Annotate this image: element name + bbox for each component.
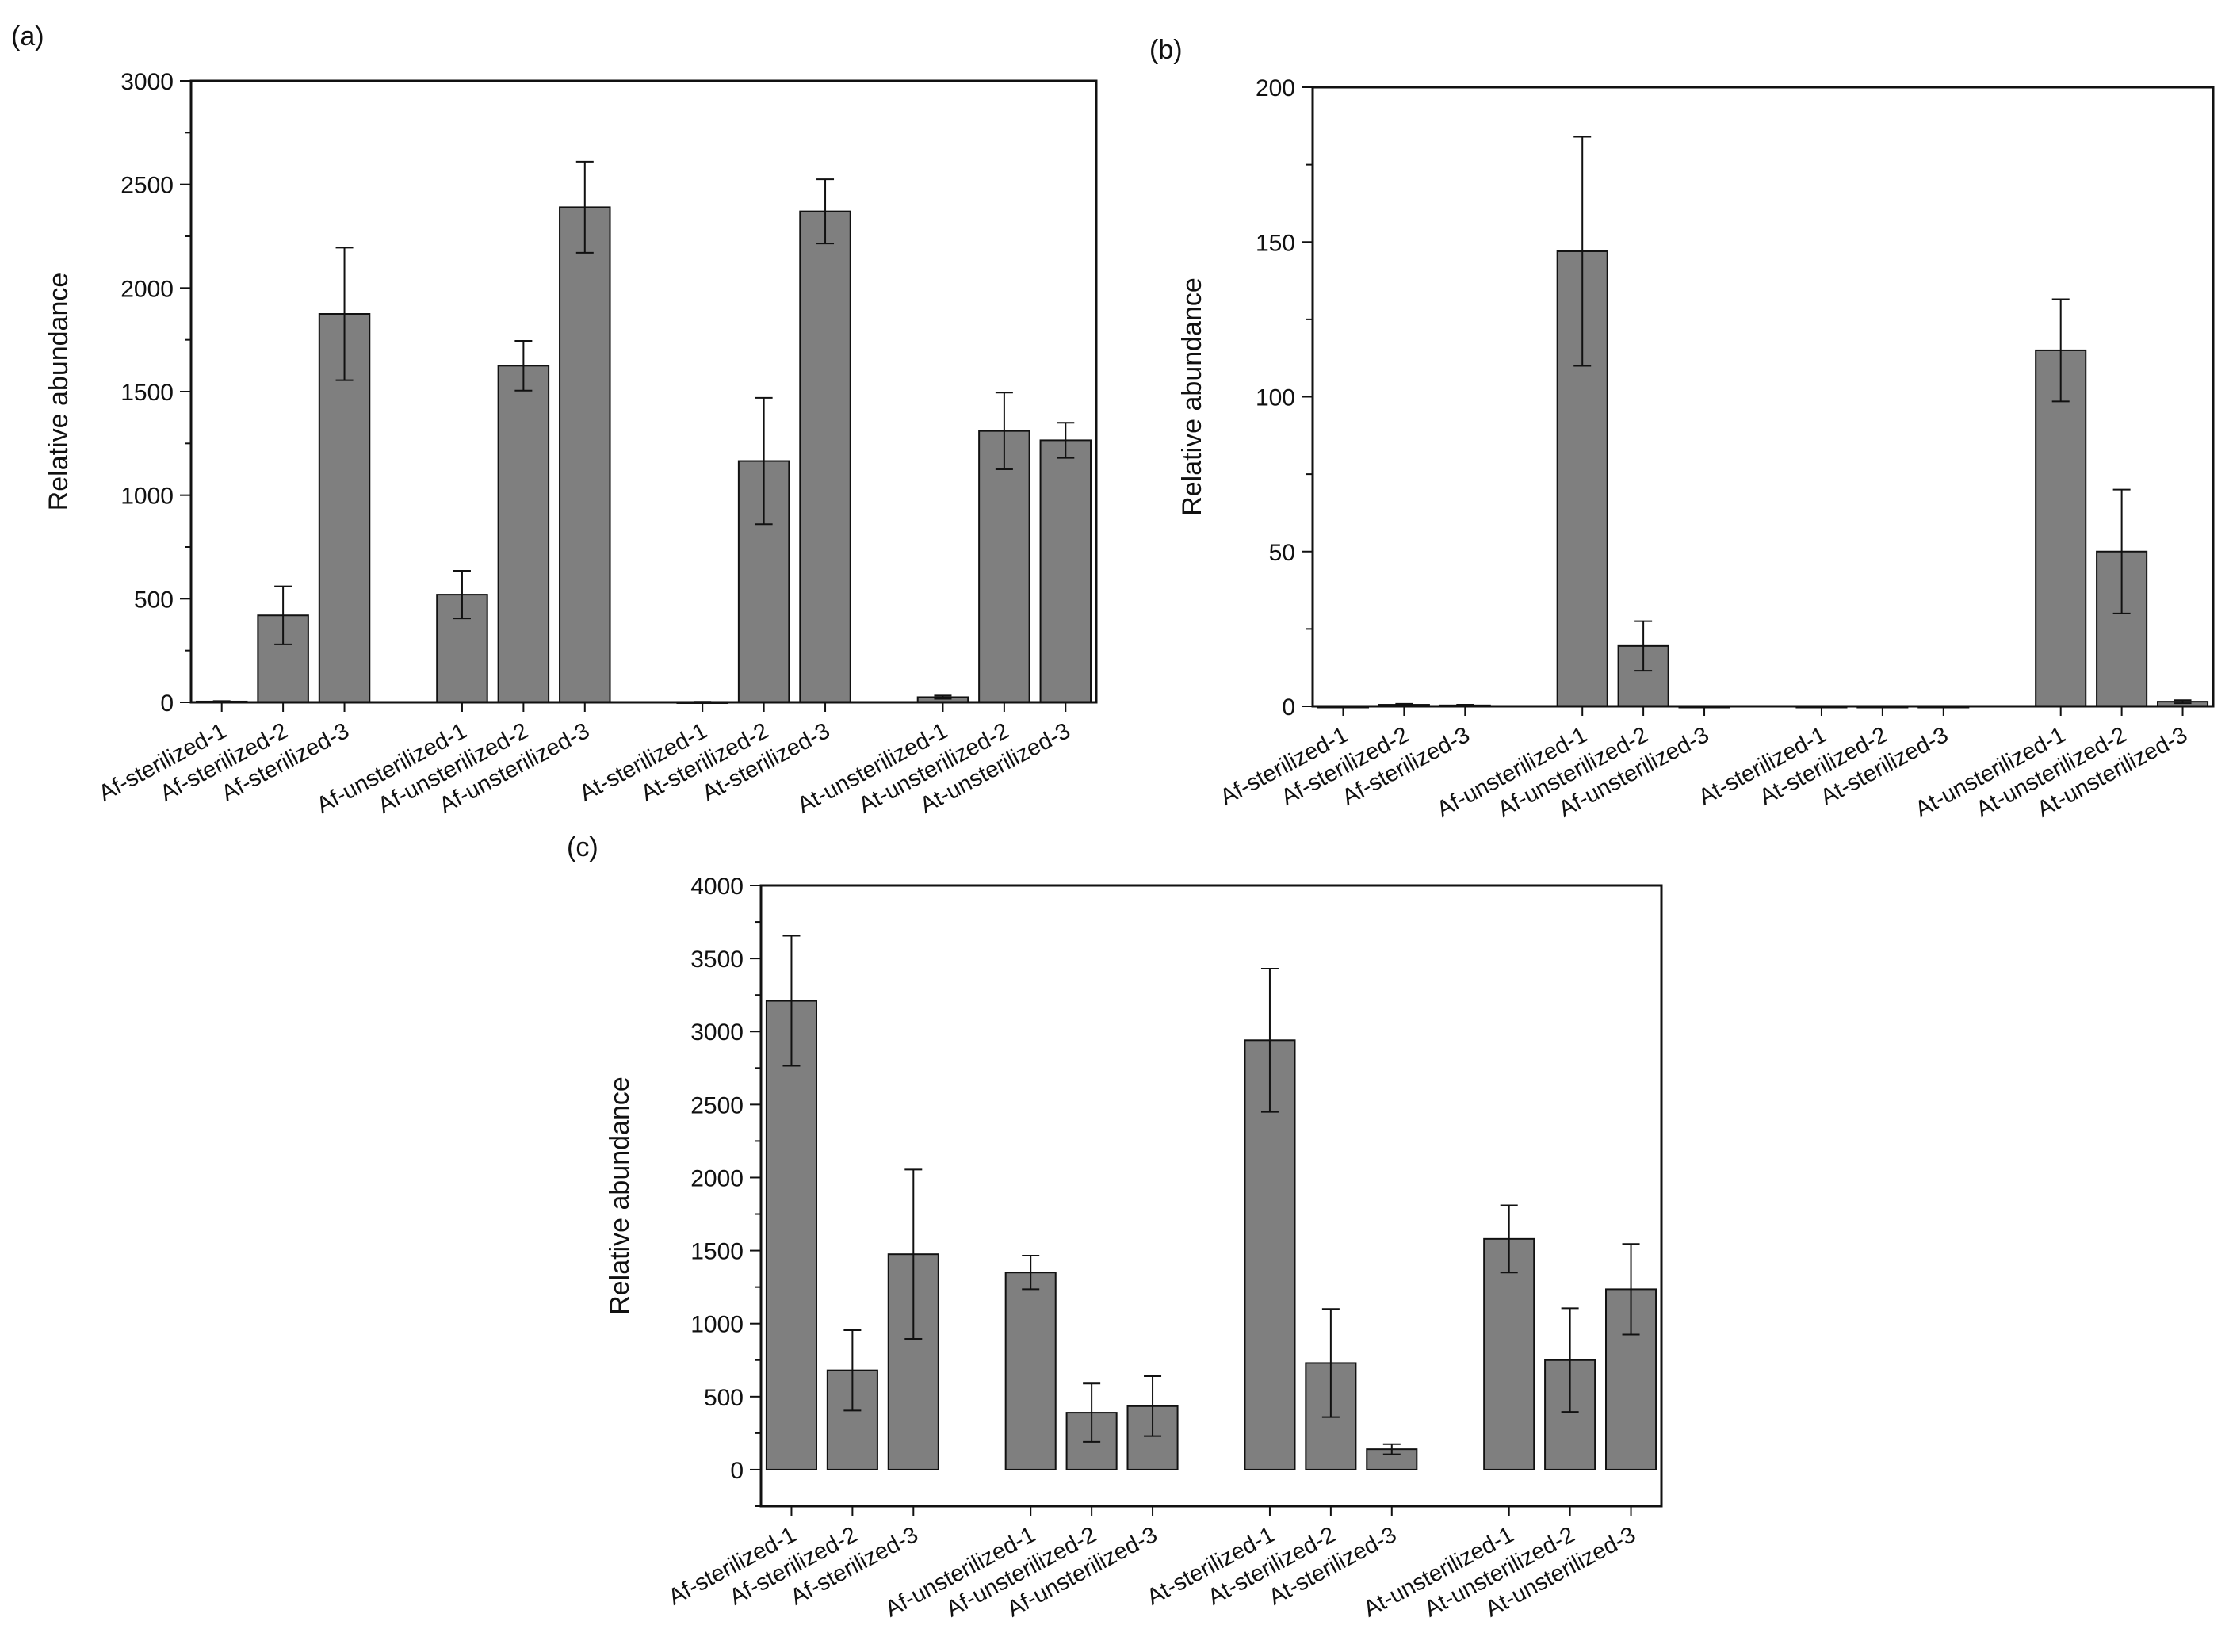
y-tick-label: 0 [730, 1458, 744, 1484]
bar [1004, 1272, 1057, 1470]
y-tick-label: 2500 [690, 1092, 744, 1119]
bar [1039, 439, 1092, 703]
panel-c-y-axis-label: Relative abundance [605, 1076, 635, 1315]
bar [765, 1000, 817, 1470]
panel-a-label: (a) [11, 21, 44, 52]
bar [978, 430, 1030, 703]
panel-a-y-axis-label: Relative abundance [44, 273, 74, 511]
y-tick-label: 3000 [120, 69, 174, 95]
y-tick-label: 200 [1256, 75, 1295, 101]
bar [559, 206, 611, 703]
y-tick-label: 1500 [120, 380, 174, 406]
y-tick-label: 2000 [120, 276, 174, 302]
y-tick-label: 100 [1256, 385, 1295, 411]
y-tick-label: 500 [134, 587, 174, 613]
y-tick-label: 1000 [120, 484, 174, 510]
panel-c-label: (c) [567, 832, 598, 862]
panel-b-label: (b) [1149, 35, 1183, 65]
plot-frame [189, 79, 1098, 704]
y-tick-label: 1500 [690, 1239, 744, 1265]
y-tick-label: 500 [704, 1385, 744, 1411]
plot-frame [1311, 86, 2215, 708]
y-tick-label: 3000 [690, 1019, 744, 1046]
y-tick-label: 4000 [690, 874, 744, 900]
y-tick-label: 2000 [690, 1165, 744, 1191]
y-tick-label: 50 [1269, 540, 1295, 566]
y-tick-label: 3500 [690, 946, 744, 973]
bar [2035, 349, 2087, 707]
bar [497, 365, 550, 703]
y-tick-label: 150 [1256, 230, 1295, 256]
y-tick-label: 2500 [120, 173, 174, 199]
y-tick-label: 0 [160, 690, 174, 717]
y-tick-label: 0 [1282, 694, 1295, 721]
panel-b-y-axis-label: Relative abundance [1177, 277, 1207, 516]
bar [1483, 1237, 1535, 1470]
y-tick-label: 1000 [690, 1312, 744, 1338]
bar [799, 210, 851, 703]
plot-frame [759, 884, 1663, 1508]
